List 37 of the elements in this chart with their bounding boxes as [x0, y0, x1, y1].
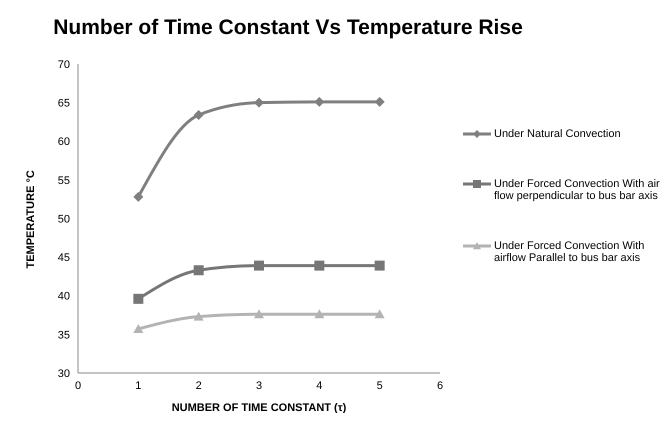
point	[314, 96, 324, 107]
y-tick-label: 35	[58, 329, 70, 342]
x-tick-label: 2	[196, 380, 202, 392]
y-tick-label: 60	[58, 136, 70, 148]
point	[133, 324, 144, 333]
x-tick-label: 3	[256, 380, 262, 392]
y-tick-label: 40	[58, 290, 70, 303]
point	[133, 192, 144, 202]
y-tick-label: 50	[58, 213, 70, 226]
x-tick-label: 1	[135, 380, 142, 392]
point	[254, 260, 264, 271]
y-tick-label: 65	[58, 98, 70, 110]
point	[194, 312, 204, 321]
y-tick-label: 45	[58, 252, 70, 264]
x-tick-label: 6	[436, 380, 444, 392]
point	[314, 309, 324, 318]
x-axis-title: NUMBER OF TIME CONSTANT (τ)	[172, 402, 347, 414]
y-tick-label: 70	[58, 58, 70, 71]
point	[194, 110, 204, 120]
legend-label: Under Forced Convection With airflow Parallel to bus bar axis	[494, 240, 646, 264]
point	[254, 98, 264, 108]
x-tick-label: 4	[316, 380, 322, 392]
point	[374, 309, 385, 318]
y-axis-title: TEMPERATURE °C	[24, 170, 37, 268]
point	[254, 309, 264, 318]
y-tick-label: 55	[58, 174, 70, 187]
y-tick-label: 30	[58, 368, 70, 380]
point	[374, 96, 385, 107]
point	[314, 260, 324, 271]
x-tick-label: 5	[376, 380, 383, 392]
legend-label: Under Forced Convection With air flow perpendicular to bus bar axis	[494, 178, 661, 202]
x-tick-label: 0	[74, 380, 82, 392]
point	[194, 265, 204, 276]
point	[374, 260, 385, 271]
chart-title: Number of Time Constant Vs Temperature Rise	[52, 16, 524, 40]
legend-label: Under Natural Convection	[494, 128, 621, 140]
point	[133, 294, 144, 304]
